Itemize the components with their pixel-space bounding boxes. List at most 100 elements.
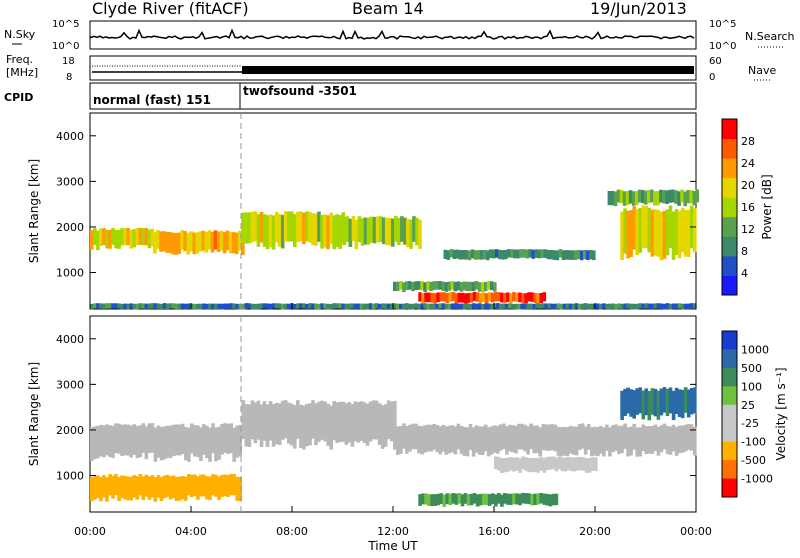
scatter-cell	[568, 425, 573, 454]
scatter-cell	[480, 303, 485, 310]
scatter-cell	[587, 458, 592, 473]
scatter-cell	[550, 424, 555, 451]
scatter-cell	[433, 293, 437, 304]
scatter-cell	[108, 425, 112, 457]
scatter-cell	[411, 423, 415, 450]
scatter-cell	[453, 426, 458, 455]
scatter-cell	[540, 249, 545, 258]
scatter-cell	[141, 303, 146, 309]
scatter-cell	[650, 189, 654, 203]
scatter-cell	[634, 191, 639, 206]
scatter-cell	[460, 494, 465, 507]
scatter-cell	[602, 303, 606, 309]
scatter-cell	[450, 425, 455, 453]
scatter-cell	[231, 232, 236, 254]
scatter-cell	[532, 303, 536, 310]
scatter-cell	[542, 458, 547, 473]
scatter-cell	[290, 403, 294, 446]
scatter-cell	[365, 303, 370, 310]
scatter-cell	[491, 292, 495, 303]
scatter-cell	[547, 424, 552, 451]
velocity-colorbar-tick: 1000	[741, 343, 769, 356]
scatter-cell	[473, 250, 478, 260]
scatter-cell	[406, 218, 410, 248]
scatter-cell	[138, 474, 143, 496]
scatter-cell	[474, 425, 479, 453]
scatter-cell	[524, 293, 528, 304]
scatter-cell	[129, 476, 133, 501]
scatter-cell	[641, 390, 646, 420]
scatter-cell	[683, 209, 688, 257]
scatter-cell	[271, 215, 276, 250]
scatter-cell	[629, 426, 633, 456]
scatter-cell	[135, 476, 140, 500]
nsearch-label: N.Search	[745, 30, 795, 43]
scatter-cell	[668, 303, 673, 310]
scatter-cell	[332, 215, 336, 250]
scatter-cell	[102, 228, 106, 246]
scatter-cell	[559, 427, 564, 457]
scatter-cell	[393, 400, 397, 441]
scatter-cell	[429, 424, 433, 452]
scatter-cell	[548, 494, 553, 507]
scatter-cell	[168, 425, 173, 458]
scatter-cell	[329, 303, 333, 310]
scatter-cell	[570, 250, 575, 260]
scatter-cell	[626, 387, 630, 414]
scatter-cell	[268, 401, 273, 441]
scatter-cell	[353, 401, 358, 442]
scatter-cell	[626, 427, 630, 457]
scatter-cell	[247, 212, 252, 244]
scatter-cell	[183, 476, 188, 501]
scatter-cell	[211, 423, 215, 454]
scatter-cell	[439, 292, 444, 302]
scatter-cell	[484, 293, 489, 304]
beam-title: Beam 14	[352, 0, 424, 18]
scatter-cell	[644, 388, 649, 416]
scatter-cell	[611, 425, 615, 453]
scatter-cell	[323, 303, 327, 309]
scatter-cell	[187, 474, 191, 496]
scatter-cell	[202, 424, 206, 455]
scatter-cell	[198, 231, 203, 252]
scatter-cell	[486, 303, 491, 309]
scatter-cell	[341, 303, 346, 310]
scatter-cell	[509, 457, 513, 471]
scatter-cell	[211, 303, 215, 310]
scatter-cell	[287, 402, 291, 444]
scatter-cell	[262, 401, 267, 441]
scatter-cell	[366, 217, 371, 245]
scatter-cell	[686, 210, 691, 257]
power-colorbar-swatch	[722, 158, 737, 179]
freq-strip: Freq. [MHz] 18 8 60 0 Nave	[6, 53, 776, 83]
scatter-cell	[165, 474, 170, 497]
nsearch-tick-high: 10^5	[709, 19, 736, 30]
scatter-cell	[432, 281, 436, 290]
scatter-cell	[123, 424, 127, 456]
scatter-cell	[451, 292, 456, 302]
scatter-cell	[632, 303, 636, 310]
scatter-cell	[123, 228, 127, 246]
scatter-cell	[468, 303, 473, 310]
scatter-cell	[548, 456, 553, 470]
scatter-cell	[566, 456, 571, 471]
scatter-cell	[229, 474, 233, 496]
y-tick-label: 1000	[56, 470, 84, 483]
power-colorbar-swatch	[722, 216, 737, 237]
scatter-cell	[638, 387, 642, 414]
scatter-cell	[659, 425, 664, 453]
scatter-cell	[450, 281, 455, 290]
scatter-cell	[311, 400, 315, 439]
scatter-cell	[534, 249, 538, 258]
scatter-cell	[659, 189, 663, 203]
scatter-cell	[632, 423, 636, 450]
scatter-cell	[496, 303, 500, 309]
scatter-cell	[472, 493, 477, 504]
scatter-cell	[577, 424, 582, 450]
scatter-cell	[518, 493, 522, 506]
scatter-cell	[471, 427, 476, 457]
scatter-cell	[477, 426, 482, 455]
scatter-cell	[277, 403, 282, 445]
scatter-cell	[196, 425, 200, 458]
scatter-cell	[111, 475, 115, 499]
